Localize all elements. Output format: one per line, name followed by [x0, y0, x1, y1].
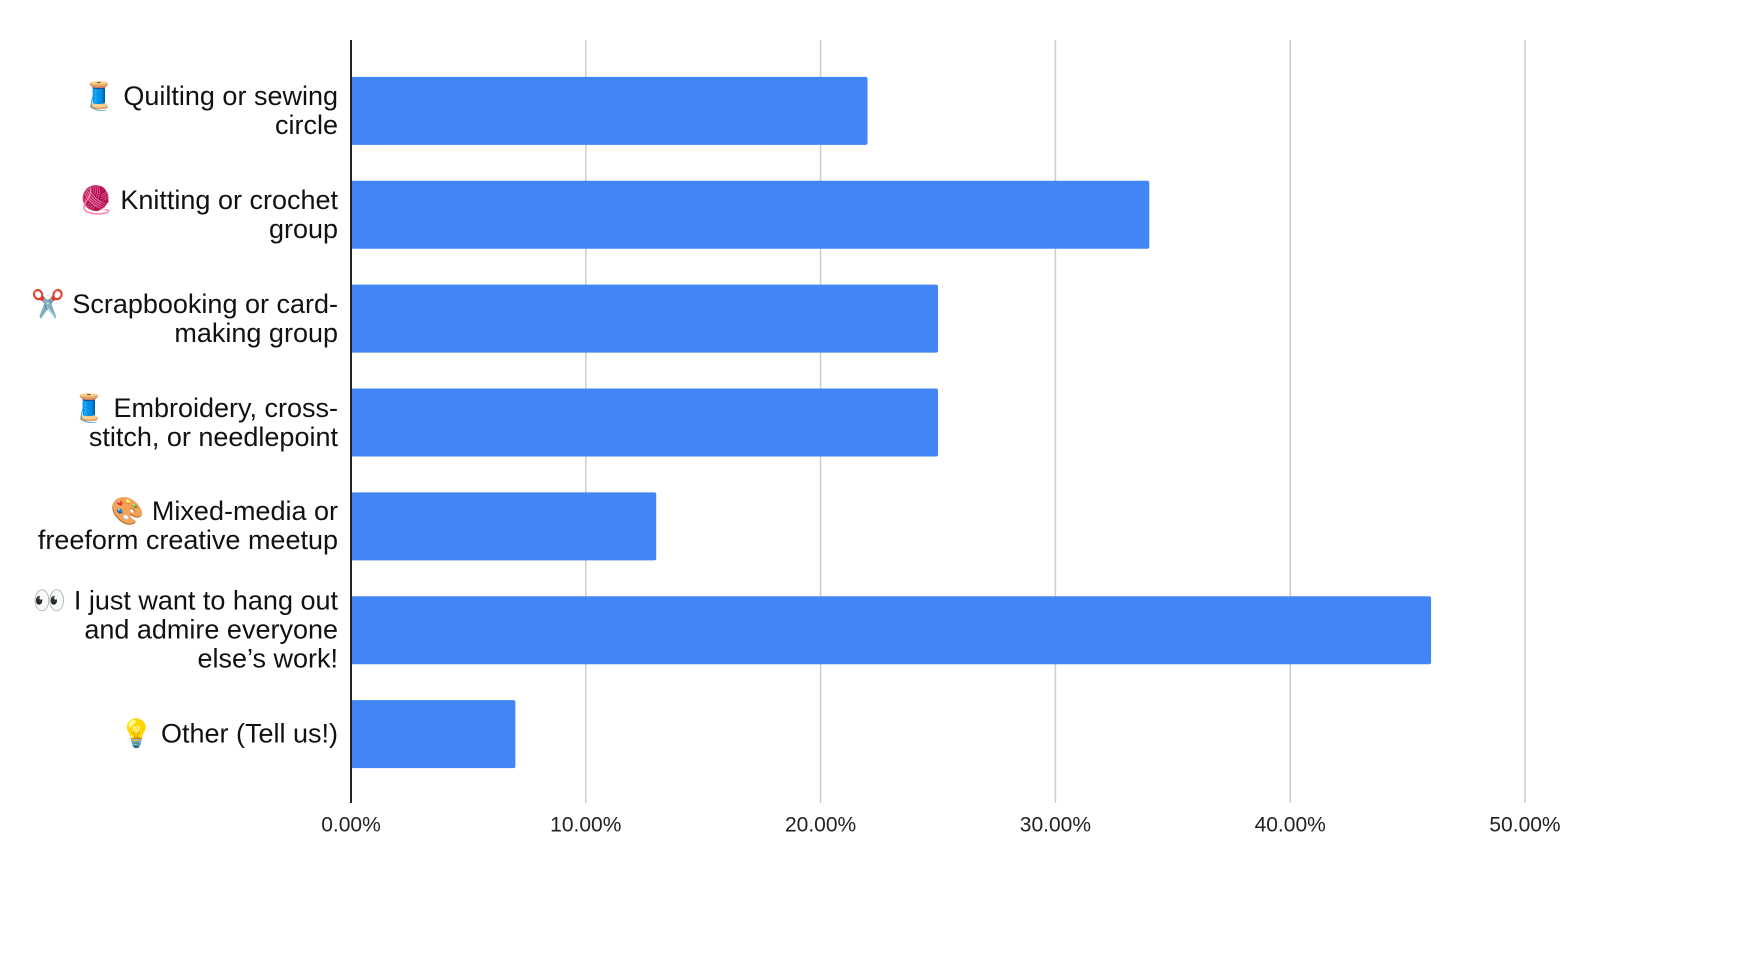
category-label: 🧵 Quilting or sewing circle — [82, 80, 338, 140]
bar — [351, 492, 657, 561]
x-tick-label: 30.00% — [1020, 814, 1091, 837]
x-tick-label: 20.00% — [785, 814, 856, 837]
x-tick-label: 10.00% — [550, 814, 621, 837]
bar — [351, 76, 868, 145]
bar — [351, 284, 938, 353]
x-tick-label: 50.00% — [1489, 814, 1560, 837]
category-label: 🎨 Mixed-media or freeform creative meetu… — [37, 496, 338, 556]
bar — [351, 700, 516, 769]
x-tick-label: 0.00% — [321, 814, 381, 837]
bar — [351, 596, 1432, 665]
bar — [351, 388, 938, 457]
category-label: 🧶 Knitting or crochet group — [79, 184, 338, 244]
category-label: ✂️ Scrapbooking or card-making group — [31, 288, 338, 348]
bar — [351, 180, 1150, 249]
category-label: 🧵 Embroidery, cross-stitch, or needlepoi… — [72, 392, 338, 452]
category-label: 👀 I just want to hang out and admire eve… — [32, 585, 338, 674]
x-tick-label: 40.00% — [1255, 814, 1326, 837]
category-label: 💡 Other (Tell us!) — [119, 718, 338, 749]
